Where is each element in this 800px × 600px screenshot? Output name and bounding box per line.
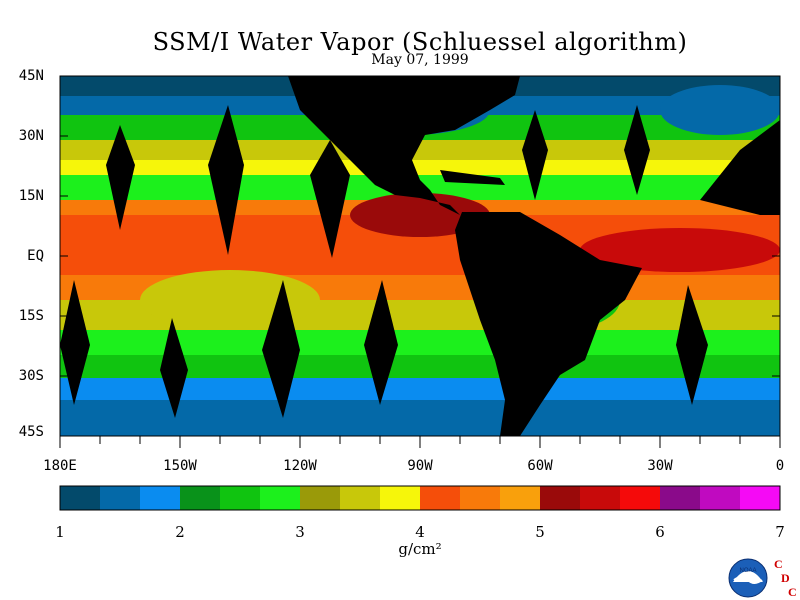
colorbar-units: g/cm² (398, 540, 442, 558)
lon-label-30w: 30W (647, 458, 673, 474)
lon-label-90w: 90W (407, 458, 433, 474)
logo-agency: NOAA (739, 568, 756, 574)
band-south-mid-blue (60, 400, 780, 436)
north-america (288, 76, 520, 215)
lat-label-45s: 45S (18, 424, 44, 440)
gap-8 (262, 280, 300, 418)
colorbar-tick-7: 7 (775, 523, 785, 541)
lat-label-15n: 15N (18, 188, 44, 204)
gap-3 (310, 140, 350, 258)
colorbar-swatch (340, 486, 381, 510)
colorbar-tick-6: 6 (655, 523, 665, 541)
colorbar-swatch (380, 486, 421, 510)
lon-label-120w: 120W (283, 458, 317, 474)
colorbar-swatch (260, 486, 301, 510)
colorbar-tick-5: 5 (535, 523, 545, 541)
atlantic-max (580, 228, 780, 272)
lat-label-30s: 30S (18, 368, 44, 384)
lon-ticks (59, 436, 781, 448)
colorbar-swatch (700, 486, 741, 510)
colorbar-swatch (460, 486, 501, 510)
logo-letter-c1: C (774, 557, 783, 571)
east-pacific-max (350, 193, 490, 237)
caribbean-islands (440, 170, 505, 185)
north-atlantic-blue (660, 85, 780, 135)
gap-2 (208, 105, 244, 255)
colorbar-swatch (180, 486, 221, 510)
map-date: May 07, 1999 (371, 52, 469, 68)
colorbar-tick-1: 1 (55, 523, 65, 541)
colorbar-swatch (100, 486, 141, 510)
lat-label-15s: 15S (18, 308, 44, 324)
colorbar-swatch (140, 486, 181, 510)
colorbar-swatch (500, 486, 541, 510)
colorbar-swatch (580, 486, 621, 510)
lon-label-150w: 150W (163, 458, 197, 474)
noaa-cdc-logo: NOAA C D C (728, 557, 797, 599)
logo-letter-d: D (781, 571, 790, 585)
gap-7 (160, 318, 188, 418)
lon-label-60w: 60W (527, 458, 553, 474)
lat-label-45n: 45N (18, 68, 44, 84)
logo-letter-c2: C (788, 585, 797, 599)
colorbar-swatch (620, 486, 661, 510)
colorbar-swatch (220, 486, 261, 510)
colorbar-tick-3: 3 (295, 523, 305, 541)
lon-label-180e: 180E (43, 458, 77, 474)
gap-9 (364, 280, 398, 405)
colorbar-swatch (300, 486, 341, 510)
lon-label-0: 0 (775, 458, 785, 474)
map-field (60, 76, 780, 436)
lat-label-30n: 30N (18, 128, 44, 144)
colorbar-swatch (660, 486, 701, 510)
map-title: SSM/I Water Vapor (Schluessel algorithm) (152, 28, 688, 56)
colorbar-swatch (740, 486, 781, 510)
south-america (455, 212, 642, 436)
lat-ticks (60, 135, 780, 377)
colorbar-frame (59, 485, 781, 511)
gap-4 (522, 110, 548, 200)
colorbar-tick-4: 4 (415, 523, 425, 541)
gap-6 (60, 280, 90, 405)
africa (700, 120, 780, 215)
colorbar-swatch (60, 486, 101, 510)
colorbar (60, 486, 781, 510)
colorbar-tick-2: 2 (175, 523, 185, 541)
gap-10 (676, 285, 708, 405)
colorbar-swatch (420, 486, 461, 510)
gap-5 (624, 105, 650, 195)
gap-1 (106, 125, 135, 230)
colorbar-swatch (540, 486, 581, 510)
south-pacific-yellow (140, 270, 320, 330)
lat-label-eq: EQ (27, 248, 44, 264)
